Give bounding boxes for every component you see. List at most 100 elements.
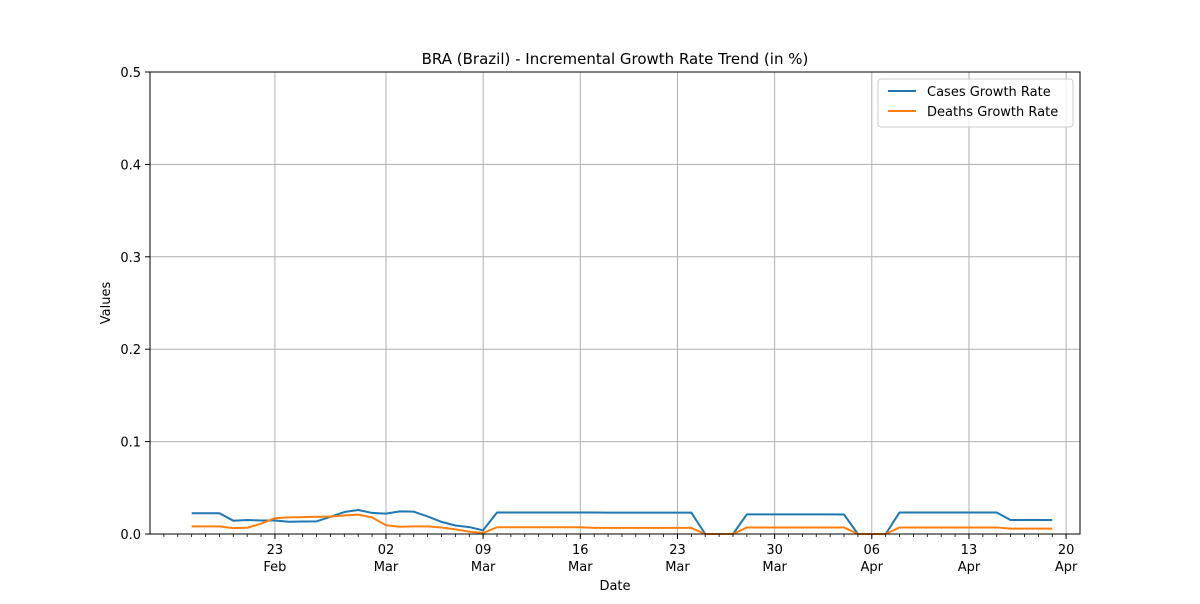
y-tick-label: 0.4	[120, 158, 141, 173]
data-point	[829, 526, 831, 528]
data-point	[801, 526, 803, 528]
x-tick-month-label: Mar	[762, 560, 787, 575]
data-point	[510, 526, 512, 528]
data-point	[302, 516, 304, 518]
data-point	[246, 527, 248, 529]
data-point	[1010, 519, 1012, 521]
data-point	[357, 514, 359, 516]
data-point	[912, 526, 914, 528]
data-point	[996, 526, 998, 528]
x-tick-day-label: 23	[267, 543, 284, 558]
data-point	[676, 527, 678, 529]
data-point	[232, 520, 234, 522]
data-point	[1037, 528, 1039, 530]
series-line-deaths-growth-rate	[191, 513, 1053, 535]
data-point	[399, 510, 401, 512]
data-point	[427, 525, 429, 527]
series-lines	[191, 508, 1053, 535]
y-tick-label: 0.1	[120, 436, 141, 451]
data-point	[690, 527, 692, 529]
data-point	[510, 511, 512, 513]
legend-box	[877, 78, 1074, 128]
x-tick-month-label: Mar	[568, 560, 593, 575]
data-point	[357, 509, 359, 511]
x-axis-title: Date	[599, 579, 630, 594]
data-point	[788, 513, 790, 515]
data-point	[968, 526, 970, 528]
data-point	[635, 527, 637, 529]
data-point	[1023, 519, 1025, 521]
data-point	[218, 512, 220, 514]
data-point	[496, 511, 498, 513]
data-point	[524, 526, 526, 528]
data-point	[982, 526, 984, 528]
y-axis-title: Values	[99, 282, 114, 325]
y-tick-label: 0.5	[120, 66, 141, 81]
data-point	[260, 523, 262, 525]
x-tick-day-label: 30	[766, 543, 783, 558]
legend-label-cases: Cases Growth Rate	[927, 85, 1051, 100]
data-point	[454, 524, 456, 526]
data-point	[663, 512, 665, 514]
y-tick-label: 0.3	[120, 251, 141, 266]
data-point	[788, 526, 790, 528]
data-point	[302, 521, 304, 523]
data-point	[399, 526, 401, 528]
x-tick-month-label: Mar	[665, 560, 690, 575]
data-point	[316, 520, 318, 522]
data-point	[343, 511, 345, 513]
data-point	[274, 517, 276, 519]
x-tick-day-label: 16	[572, 543, 589, 558]
data-point	[440, 527, 442, 529]
data-point	[191, 512, 193, 514]
data-point	[385, 524, 387, 526]
plot-frame	[149, 71, 1081, 535]
data-point	[607, 512, 609, 514]
x-tick-month-label: Mar	[471, 560, 496, 575]
data-point	[218, 525, 220, 527]
data-point	[940, 511, 942, 513]
data-point	[593, 511, 595, 513]
data-point	[1051, 528, 1053, 530]
x-tick-day-label: 13	[961, 543, 978, 558]
data-point	[968, 511, 970, 513]
data-point	[690, 512, 692, 514]
y-tick-label: 0.2	[120, 343, 141, 358]
data-point	[746, 513, 748, 515]
data-point	[899, 526, 901, 528]
x-tick-month-label: Mar	[374, 560, 399, 575]
data-point	[579, 526, 581, 528]
chart-title: BRA (Brazil) - Incremental Growth Rate T…	[422, 50, 809, 68]
data-point	[565, 526, 567, 528]
data-point	[954, 511, 956, 513]
data-point	[454, 528, 456, 530]
data-point	[760, 526, 762, 528]
data-point	[940, 526, 942, 528]
data-point	[288, 521, 290, 523]
data-point	[649, 512, 651, 514]
x-tick-day-label: 20	[1058, 543, 1075, 558]
legend: Cases Growth Rate Deaths Growth Rate	[877, 78, 1074, 128]
data-point	[676, 512, 678, 514]
data-point	[232, 527, 234, 529]
data-point	[1051, 519, 1053, 521]
data-point	[468, 531, 470, 533]
data-point	[649, 527, 651, 529]
data-point	[371, 512, 373, 514]
data-point	[482, 529, 484, 531]
x-tick-month-label: Apr	[861, 560, 884, 575]
x-tick-month-label: Apr	[958, 560, 981, 575]
data-point	[1037, 519, 1039, 521]
data-point	[246, 519, 248, 521]
data-point	[524, 511, 526, 513]
data-point	[413, 525, 415, 527]
data-point	[801, 513, 803, 515]
data-point	[829, 513, 831, 515]
y-axis-ticks: 0.0 0.1 0.2 0.3 0.4 0.5	[120, 66, 150, 543]
data-point	[774, 526, 776, 528]
data-point	[288, 516, 290, 518]
data-point	[996, 511, 998, 513]
data-point	[982, 511, 984, 513]
